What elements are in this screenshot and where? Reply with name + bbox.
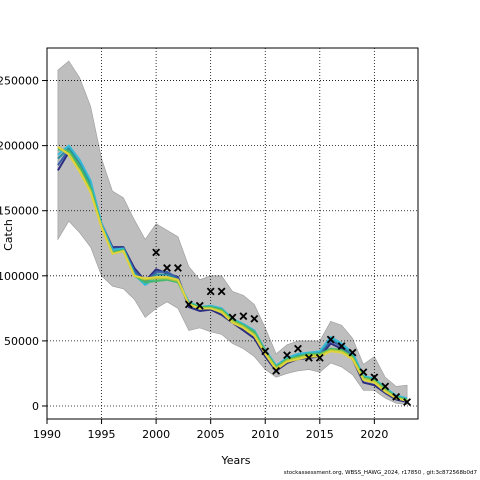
confidence-band-layer [57, 60, 408, 406]
observed-point [152, 248, 161, 257]
x-tick-label: 2010 [251, 428, 279, 441]
x-tick-label: 2005 [197, 428, 225, 441]
x-axis-title: Years [220, 454, 250, 467]
observed-point [403, 398, 412, 407]
observed-point [163, 264, 171, 272]
y-axis-title: Catch [2, 219, 15, 251]
observed-point [392, 392, 401, 401]
observed-point [359, 368, 368, 377]
observed-point [217, 287, 226, 296]
observed-point [337, 342, 346, 351]
observed-point [272, 366, 281, 375]
observed-point [370, 373, 379, 382]
observed-point [294, 344, 302, 353]
observed-point [184, 300, 193, 309]
y-tick-label: 250000 [0, 75, 39, 88]
observed-point [174, 264, 182, 272]
footer-credit: stockassessment.org, WBSS_HAWG_2024, r17… [283, 470, 477, 476]
observed-points-layer [152, 248, 412, 407]
observed-point [381, 382, 390, 391]
observed-point [326, 335, 335, 344]
axes-layer: 1990 1995 2000 2005 2010 2015 2020 0 50000 100000… [0, 75, 388, 441]
observed-point [348, 348, 357, 357]
observed-point [239, 312, 248, 321]
x-tick-label: 2000 [142, 428, 170, 441]
y-tick-label: 50000 [4, 335, 39, 348]
y-tick-label: 150000 [0, 205, 39, 218]
observed-point [261, 347, 270, 356]
series-layer [57, 144, 408, 404]
observed-point [250, 314, 259, 323]
y-tick-label: 200000 [0, 140, 39, 153]
observed-point [228, 313, 237, 322]
observed-point [304, 353, 313, 362]
plot-frame [46, 47, 419, 420]
x-tick-label: 1995 [88, 428, 116, 441]
series-line-7 [57, 146, 408, 402]
observed-point [206, 287, 215, 296]
observed-point [315, 353, 324, 362]
x-tick-label: 2015 [306, 428, 334, 441]
x-tick-label: 1990 [33, 428, 61, 441]
observed-point [195, 301, 204, 310]
observed-point [283, 351, 291, 360]
y-tick-label: 0 [32, 400, 39, 413]
y-tick-label: 100000 [0, 270, 39, 283]
x-tick-label: 2020 [360, 428, 388, 441]
confidence-band [57, 60, 408, 406]
